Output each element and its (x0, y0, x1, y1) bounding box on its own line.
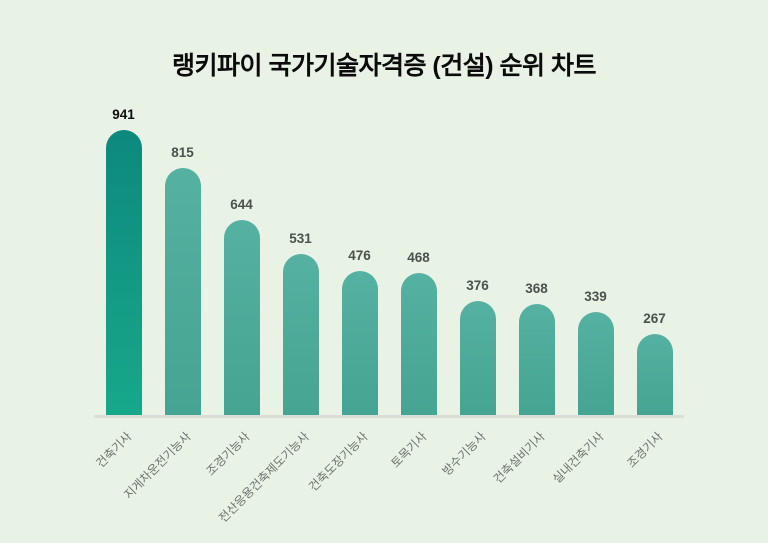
bar-column: 339 (566, 130, 625, 415)
x-axis-tick-label: 건축설비기사 (491, 429, 548, 487)
bar (164, 168, 201, 415)
bar-column: 476 (330, 130, 389, 415)
bar-value-label: 476 (348, 247, 371, 263)
x-axis-tick-label: 토목기사 (388, 429, 430, 471)
bar-column: 531 (271, 130, 330, 415)
x-axis-tick-label: 건축도장기능사 (306, 429, 371, 494)
bar-column: 267 (625, 130, 684, 415)
bar-value-label: 376 (466, 278, 489, 294)
bar-value-label: 339 (584, 289, 607, 305)
bar-value-label: 468 (407, 250, 430, 266)
bar (518, 303, 555, 415)
bar (341, 270, 378, 415)
bar-column: 468 (389, 130, 448, 415)
bar-value-label: 267 (643, 311, 666, 327)
bar (577, 312, 614, 415)
x-axis-line (94, 415, 684, 418)
bar-column: 644 (212, 130, 271, 415)
bar-value-label: 368 (525, 280, 548, 296)
bar-column: 941 (94, 107, 153, 415)
bar-highlighted (105, 130, 142, 415)
chart-title: 랭키파이 국가기술자격증 (건설) 순위 차트 (172, 52, 596, 80)
bar-column: 376 (448, 130, 507, 415)
bar-chart-plot-area: 941 815 644 531 476 468 376 368 339 267 (94, 107, 684, 415)
x-axis-tick-label: 건축기사 (93, 429, 135, 471)
x-axis-tick-label: 조경기능사 (203, 429, 253, 479)
x-axis-tick-label: 조경기사 (624, 429, 666, 471)
x-axis-tick-label: 방수기능사 (439, 429, 489, 479)
bar-value-label: 531 (289, 231, 312, 247)
bar-column: 368 (507, 130, 566, 415)
bar (223, 220, 260, 415)
bar (459, 301, 496, 415)
bar (400, 273, 437, 415)
bar-value-label: 644 (230, 196, 253, 212)
bar-value-label: 941 (112, 107, 135, 122)
bar-column: 815 (153, 130, 212, 415)
bar (282, 254, 319, 415)
bar (636, 334, 673, 415)
x-axis-tick-label: 실내건축기사 (550, 429, 607, 487)
bar-value-label: 815 (171, 145, 194, 161)
x-axis-tick-labels: 건축기사 지게차운전기능사 조경기능사 전산응용건축제도기능사 건축도장기능사 토목기사 방… (94, 418, 684, 538)
